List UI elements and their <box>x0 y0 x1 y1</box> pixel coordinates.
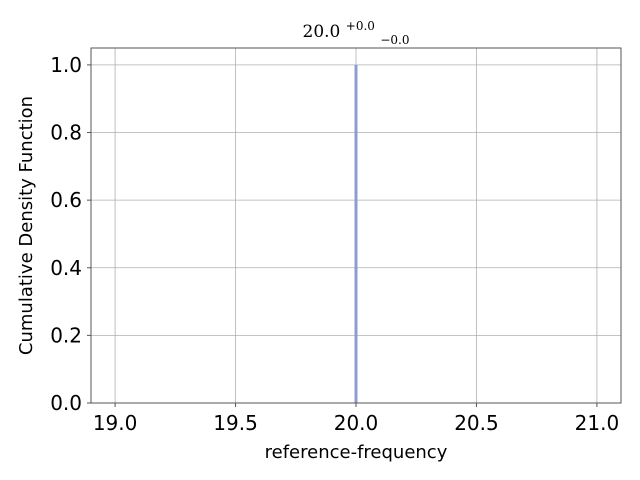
y-axis-label: Cumulative Density Function <box>16 96 37 355</box>
y-tick-label: 0.8 <box>50 121 82 145</box>
title-upper-error: +0.0 <box>346 19 375 33</box>
x-tick-label: 21.0 <box>575 411 620 435</box>
x-tick-label: 20.0 <box>334 411 379 435</box>
title-lower-error: −0.0 <box>380 33 409 47</box>
y-tick-label: 0.6 <box>50 188 82 212</box>
x-axis-label: reference-frequency <box>265 442 448 463</box>
y-tick-label: 1.0 <box>50 53 82 77</box>
y-tick-label: 0.0 <box>50 391 82 415</box>
x-tick-label: 19.0 <box>93 411 138 435</box>
tick-marks <box>87 64 598 407</box>
title-value: 20.0 <box>303 22 341 42</box>
y-tick-label: 0.2 <box>50 323 82 347</box>
chart-title: 20.0 +0.0 −0.0 <box>303 15 410 47</box>
y-tick-label: 0.4 <box>50 256 82 280</box>
x-tick-label: 19.5 <box>213 411 258 435</box>
x-tick-label: 20.5 <box>454 411 499 435</box>
